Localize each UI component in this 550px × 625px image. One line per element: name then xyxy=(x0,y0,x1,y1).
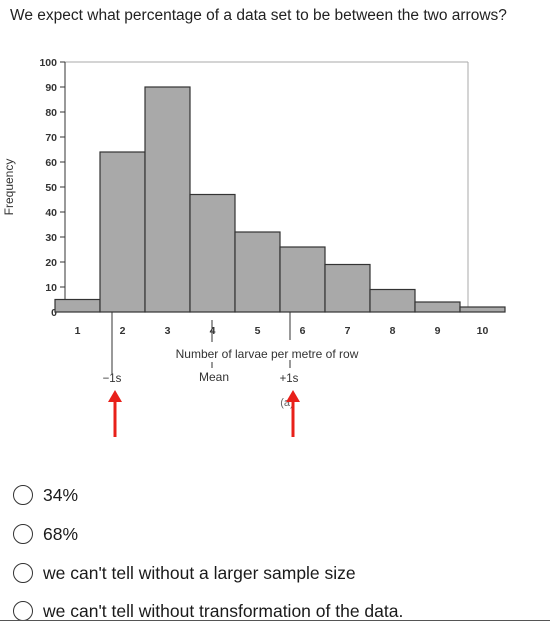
bar-10 xyxy=(459,306,506,313)
x-tick-label: 10 xyxy=(477,325,489,337)
left-arrow-head xyxy=(108,390,122,402)
bar-4 xyxy=(189,193,236,313)
right-arrow xyxy=(286,390,300,437)
option-label: 68% xyxy=(43,523,79,544)
y-tick-label: 50 xyxy=(45,182,57,194)
radio-34-percent[interactable] xyxy=(13,485,33,505)
x-tick-label: 2 xyxy=(120,325,126,337)
option-larger-sample[interactable]: we can't tell without a larger sample si… xyxy=(13,560,356,586)
left-arrow xyxy=(108,390,122,437)
y-tick-label: 60 xyxy=(45,157,57,169)
chart-labels: 1 2 3 4 5 6 7 8 9 10 Number of larvae per metre of… xyxy=(75,312,489,437)
option-label: 34% xyxy=(43,484,79,505)
y-tick-label: 90 xyxy=(45,82,57,94)
x-tick-label: 6 xyxy=(300,325,306,337)
bar-5 xyxy=(234,231,281,313)
x-tick-label: 4 xyxy=(210,325,216,337)
y-tick-label: 0 xyxy=(51,307,57,319)
bar-2 xyxy=(99,151,146,313)
x-axis-label: Number of larvae per metre of row xyxy=(176,347,359,361)
minus-1s-label: −1s xyxy=(103,373,122,385)
mean-label: Mean xyxy=(199,370,229,384)
chart-bars xyxy=(54,86,506,313)
radio-transformation[interactable] xyxy=(13,601,33,621)
histogram-chart: 0 10 20 30 40 50 60 70 80 90 100 Frequency 1 2 3 4 5 6 7 8… xyxy=(2,57,506,437)
bar-1 xyxy=(54,298,101,313)
x-tick-label: 3 xyxy=(165,325,171,337)
bar-9 xyxy=(414,301,461,313)
question-text: We expect what percentage of a data set … xyxy=(10,7,507,24)
y-tick-label: 100 xyxy=(39,57,57,69)
x-tick-label: 8 xyxy=(390,325,396,337)
bar-8 xyxy=(369,288,416,313)
y-tick-label: 20 xyxy=(45,257,57,269)
y-tick-label: 80 xyxy=(45,107,57,119)
y-tick-label: 30 xyxy=(45,232,57,244)
x-tick-label: 1 xyxy=(75,325,81,337)
radio-68-percent[interactable] xyxy=(13,524,33,544)
plus-1s-label: +1s xyxy=(280,373,299,385)
bar-7 xyxy=(324,263,371,313)
option-68-percent[interactable]: 68% xyxy=(13,521,78,547)
right-arrow-head xyxy=(286,390,300,402)
y-axis-label: Frequency xyxy=(2,159,16,216)
bar-6 xyxy=(279,246,326,313)
bar-3 xyxy=(144,86,191,313)
x-tick-label: 9 xyxy=(435,325,441,337)
radio-larger-sample[interactable] xyxy=(13,563,33,583)
option-34-percent[interactable]: 34% xyxy=(13,482,78,508)
divider xyxy=(0,620,550,621)
y-tick-label: 40 xyxy=(45,207,57,219)
option-transformation[interactable]: we can't tell without transformation of … xyxy=(13,598,403,624)
x-tick-label: 7 xyxy=(345,325,351,337)
option-label: we can't tell without a larger sample si… xyxy=(43,562,356,583)
y-tick-label: 70 xyxy=(45,132,57,144)
option-label: we can't tell without transformation of … xyxy=(43,600,404,621)
x-tick-label: 5 xyxy=(255,325,261,337)
y-tick-label: 10 xyxy=(45,282,57,294)
